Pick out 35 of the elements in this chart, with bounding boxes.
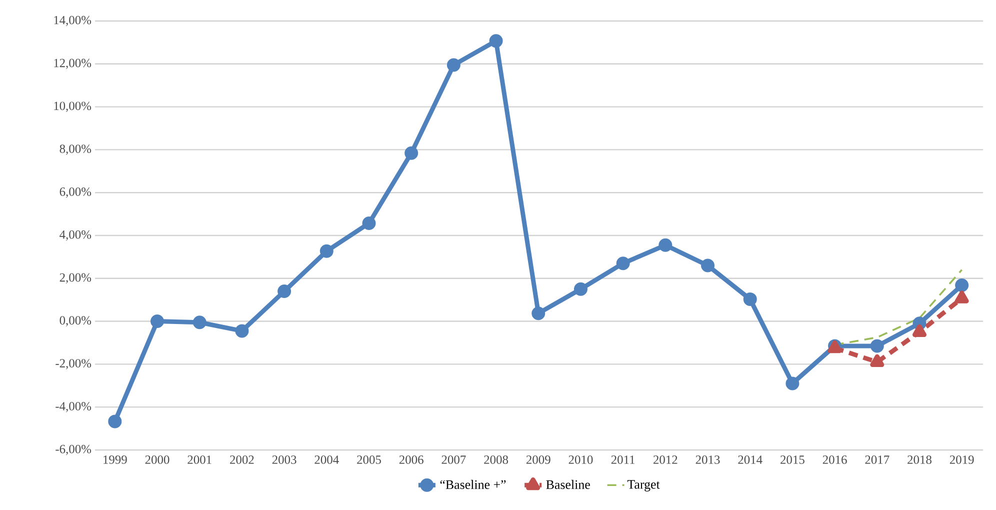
x-tick-label: 2005: [357, 456, 381, 464]
x-tick-label: 2007: [442, 456, 466, 464]
x-tick-label: 2008: [484, 456, 508, 464]
y-tick-label: 2,00%: [60, 273, 92, 284]
y-tick-label: 8,00%: [60, 144, 92, 155]
y-tick-label: 14,00%: [54, 16, 92, 26]
y-tick-label: 4,00%: [60, 230, 92, 241]
x-tick-label: 2011: [611, 456, 635, 464]
y-tick-label: 12,00%: [54, 58, 92, 69]
x-tick-label: 2012: [654, 456, 678, 464]
x-tick-label: 2019: [950, 456, 974, 464]
x-tick-label: 2010: [568, 456, 593, 464]
y-tick-label: 0,00%: [60, 316, 92, 326]
y-tick-label: -4,00%: [56, 402, 92, 412]
legend-label: “Baseline +”: [440, 480, 506, 490]
x-tick-label: 2014: [738, 456, 762, 464]
legend-label: Baseline: [546, 480, 590, 490]
x-tick-label: 2009: [526, 456, 550, 464]
x-tick-label: 2004: [314, 456, 339, 464]
y-tick-label: -6,00%: [56, 444, 92, 456]
x-tick-label: 2003: [272, 456, 296, 464]
x-tick-label: 2001: [188, 456, 212, 464]
x-tick-label: 2006: [399, 456, 424, 464]
legend-label: Target: [627, 480, 660, 492]
x-tick-label: 2017: [865, 456, 890, 464]
y-tick-label: 10,00%: [54, 102, 92, 112]
x-tick-label: 2000: [145, 456, 170, 464]
y-tick-label: 6,00%: [60, 187, 92, 198]
x-tick-label: 1999: [104, 456, 127, 464]
x-tick-label: 2016: [822, 456, 847, 464]
x-tick-label: 2002: [230, 456, 254, 464]
x-tick-label: 2018: [908, 456, 932, 464]
x-tick-label: 2015: [780, 456, 804, 464]
y-tick-label: -2,00%: [56, 359, 92, 370]
x-tick-label: 2013: [696, 456, 720, 464]
